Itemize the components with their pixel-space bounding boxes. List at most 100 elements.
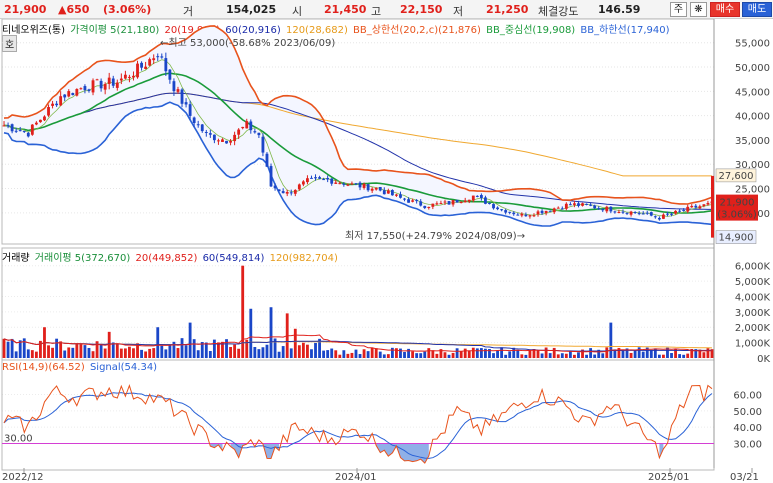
volume-bar xyxy=(508,351,512,358)
price-legend: 티네오위즈(통) 가격이평 5(21,180) 20(19,908) 60(20… xyxy=(2,21,672,36)
rsi-signal-line xyxy=(3,392,713,459)
volume-value: 154,025 xyxy=(226,3,277,16)
candle-body xyxy=(633,211,637,213)
legend-signal[interactable]: Signal(54.34) xyxy=(89,362,158,373)
volume-bar xyxy=(386,354,390,358)
candle-body xyxy=(26,132,30,137)
sell-button[interactable]: 매도 xyxy=(742,2,772,17)
candle-body xyxy=(399,194,402,198)
price-tick-label: 25,000 xyxy=(735,185,770,196)
volume-bar xyxy=(698,349,702,358)
candle-body xyxy=(532,215,536,217)
candle-body xyxy=(67,91,71,97)
volume-bar xyxy=(245,339,249,358)
pane-border xyxy=(1,359,715,471)
high-value: 22,150 xyxy=(400,3,443,16)
candle-body xyxy=(427,206,431,208)
legend-bb-middle[interactable]: BB_중심선(19,908) xyxy=(486,25,576,36)
volume-bar xyxy=(516,349,520,358)
candle-body xyxy=(18,130,22,132)
candle-body xyxy=(310,177,313,179)
candle-body xyxy=(111,78,115,86)
volume-bar xyxy=(18,340,22,358)
candle-body xyxy=(698,206,702,209)
volume-bar xyxy=(26,349,30,358)
volume-bar xyxy=(471,347,475,358)
price-side-tag[interactable]: 호 xyxy=(2,35,18,52)
legend-vol-ma5[interactable]: 거래이평 5(372,670) xyxy=(34,253,131,264)
stock-chart[interactable]: 30.00 55,000 50,000 45,000 40,000 35,000 30,0… xyxy=(0,19,773,483)
candle-body xyxy=(382,190,386,195)
candle-body xyxy=(237,129,241,135)
volume-bar xyxy=(613,349,617,358)
candle-body xyxy=(168,69,172,80)
volume-bar xyxy=(568,351,572,358)
volume-bar xyxy=(459,351,463,358)
buy-button[interactable]: 매수 xyxy=(710,2,740,17)
volume-bar xyxy=(560,353,564,358)
legend-ma120[interactable]: 120(28,682) xyxy=(285,25,348,36)
volume-bar xyxy=(354,349,358,358)
quote-bar: 21,900 ▲650 (3.06%) 거 154,025 시 21,450 고… xyxy=(0,0,773,19)
candle-body xyxy=(63,94,67,98)
candle-body xyxy=(370,188,374,191)
candle-body xyxy=(649,212,653,216)
candle-body xyxy=(164,58,168,72)
candle-body xyxy=(601,209,605,211)
share-button[interactable]: 주 xyxy=(670,2,687,17)
volume-bar xyxy=(484,348,487,358)
volume-bar xyxy=(297,345,301,358)
volume-bar xyxy=(111,342,115,358)
candle-body xyxy=(431,203,435,207)
legend-bb-upper[interactable]: BB_상한선(20,2,c)(21,876) xyxy=(353,25,481,36)
legend-vol-ma60[interactable]: 60(549,814) xyxy=(202,253,265,264)
candle-body xyxy=(536,211,540,215)
volume-bar xyxy=(350,352,354,358)
volume-bar xyxy=(653,348,657,358)
volume-bar xyxy=(544,347,548,358)
legend-bb-lower[interactable]: BB_하한선(17,940) xyxy=(580,25,670,36)
candle-body xyxy=(261,136,265,153)
volume-bar xyxy=(265,344,269,358)
volume-bar xyxy=(338,354,342,358)
candle-body xyxy=(362,183,366,188)
candle-body xyxy=(43,116,46,121)
volume-bar xyxy=(123,348,127,358)
volume-bar xyxy=(366,351,370,358)
candle-body xyxy=(6,125,10,127)
legend-ma60[interactable]: 60(20,916) xyxy=(225,25,281,36)
legend-ma20[interactable]: 20(19,908) xyxy=(164,25,221,36)
volume-bar xyxy=(212,339,216,358)
legend-vol-ma120[interactable]: 120(982,704) xyxy=(269,253,338,264)
candle-body xyxy=(577,203,580,206)
candle-body xyxy=(87,89,91,91)
rsi-tick-label: 60.00 xyxy=(733,391,762,402)
volume-bar xyxy=(520,354,524,358)
candle-body xyxy=(200,124,204,132)
volume-bar xyxy=(99,345,103,358)
candle-body xyxy=(59,96,63,106)
candle-body xyxy=(22,130,26,132)
candle-body xyxy=(233,134,237,142)
volume-bar xyxy=(601,353,605,358)
volume-bar xyxy=(589,348,593,358)
ma5-line xyxy=(3,59,713,217)
candle-body xyxy=(285,191,289,194)
volume-bar xyxy=(63,350,67,358)
candle-body xyxy=(225,140,228,144)
volume-bar xyxy=(435,353,439,358)
candle-body xyxy=(682,209,686,211)
candle-body xyxy=(75,89,79,96)
candle-body xyxy=(581,203,584,206)
legend-ma5[interactable]: 가격이평 5(21,180) xyxy=(70,25,160,36)
legend-vol-ma20[interactable]: 20(449,852) xyxy=(135,253,198,264)
candle-body xyxy=(39,119,42,123)
settings-icon[interactable]: ❋ xyxy=(690,2,707,17)
volume-bar xyxy=(500,347,504,358)
price-tick-label: 55,000 xyxy=(735,39,770,50)
legend-rsi[interactable]: RSI(14,9)(64.52) xyxy=(2,362,85,373)
volume-tick-label: 0K xyxy=(757,354,770,365)
low-price-tag: 14,900 xyxy=(719,233,754,244)
rsi-legend: RSI(14,9)(64.52) Signal(54.34) xyxy=(2,362,159,373)
candle-body xyxy=(10,124,14,132)
